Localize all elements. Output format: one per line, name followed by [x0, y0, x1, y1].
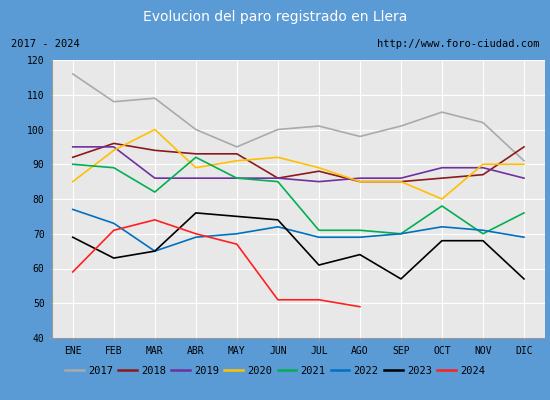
Legend: 2017, 2018, 2019, 2020, 2021, 2022, 2023, 2024: 2017, 2018, 2019, 2020, 2021, 2022, 2023…: [61, 362, 489, 380]
Text: Evolucion del paro registrado en Llera: Evolucion del paro registrado en Llera: [143, 10, 407, 24]
Text: 2017 - 2024: 2017 - 2024: [11, 39, 80, 49]
Text: http://www.foro-ciudad.com: http://www.foro-ciudad.com: [377, 39, 539, 49]
